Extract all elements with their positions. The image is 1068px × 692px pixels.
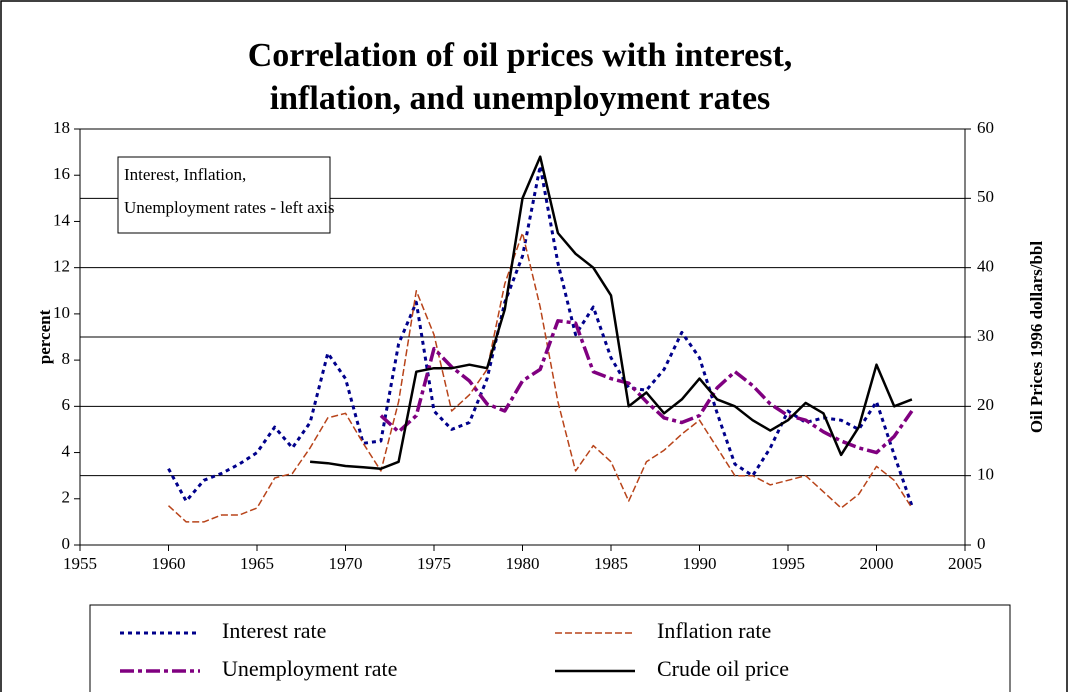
- series-line: [379, 319, 914, 455]
- x-tick-label: 1970: [329, 554, 363, 573]
- legend-label: Interest rate: [222, 618, 326, 643]
- x-tick-label: 1960: [152, 554, 186, 573]
- x-tick-label: 1985: [594, 554, 628, 573]
- y-axis-label: percent: [35, 309, 54, 364]
- y-tick-label: 14: [53, 210, 71, 229]
- y2-axis-label: Oil Prices 1996 dollars/bbl: [1027, 241, 1046, 433]
- y2-tick-label: 60: [977, 118, 994, 137]
- y-tick-label: 6: [62, 395, 71, 414]
- y-tick-label: 10: [53, 303, 70, 322]
- chart-title: Correlation of oil prices with interest,: [248, 37, 793, 74]
- series-line: [310, 155, 913, 470]
- y2-tick-label: 50: [977, 187, 994, 206]
- legend-label: Unemployment rate: [222, 656, 397, 681]
- series-line: [167, 164, 914, 507]
- y2-tick-label: 40: [977, 257, 994, 276]
- annotation: Unemployment rates - left axis: [124, 198, 335, 217]
- y2-tick-label: 10: [977, 465, 994, 484]
- y-tick-label: 4: [62, 441, 71, 460]
- legend-label: Inflation rate: [657, 618, 771, 643]
- x-tick-label: 1965: [240, 554, 274, 573]
- x-tick-label: 1995: [771, 554, 805, 573]
- x-tick-label: 1955: [63, 554, 97, 573]
- chart-title: inflation, and unemployment rates: [270, 80, 771, 117]
- y-tick-label: 0: [62, 534, 71, 553]
- annotation: Interest, Inflation,: [124, 165, 246, 184]
- y2-tick-label: 0: [977, 534, 986, 553]
- y-tick-label: 16: [53, 164, 70, 183]
- x-tick-label: 2005: [948, 554, 982, 573]
- x-tick-label: 1990: [683, 554, 717, 573]
- legend-label: Crude oil price: [657, 656, 789, 681]
- y2-tick-label: 20: [977, 395, 994, 414]
- series-line: [167, 232, 913, 523]
- y-tick-label: 18: [53, 118, 70, 137]
- y2-tick-label: 30: [977, 326, 994, 345]
- x-tick-label: 1980: [506, 554, 540, 573]
- legend-box: [89, 604, 1011, 692]
- y-tick-label: 8: [62, 349, 71, 368]
- x-tick-label: 1975: [417, 554, 451, 573]
- y-tick-label: 12: [53, 257, 70, 276]
- x-tick-label: 2000: [860, 554, 894, 573]
- y-tick-label: 2: [62, 488, 71, 507]
- annotation-box: [117, 156, 331, 234]
